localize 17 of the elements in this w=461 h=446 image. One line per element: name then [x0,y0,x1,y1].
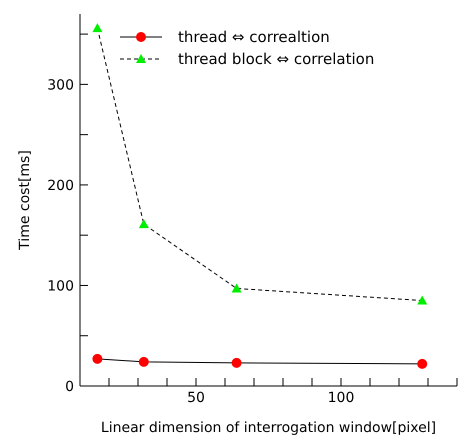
point [417,296,428,305]
y-tick-label: 300 [47,77,74,94]
point [417,358,428,369]
y-tick-label: 0 [65,378,74,395]
point [92,354,102,364]
legend-label: thread block ⇔ correlation [178,50,374,68]
point [138,219,149,228]
legend-label: thread ⇔ correaltion [178,28,330,46]
x-axis-title: Linear dimension of interrogation window[pixel] [100,420,436,436]
point [232,283,242,292]
point [138,356,149,367]
y-axis-title: Time cost[ms] [16,150,33,251]
y-tick-label: 100 [47,278,74,294]
y-tick-label: 200 [47,178,74,194]
point [232,358,242,368]
point [92,23,102,32]
x-tick-label: 50 [187,390,205,406]
